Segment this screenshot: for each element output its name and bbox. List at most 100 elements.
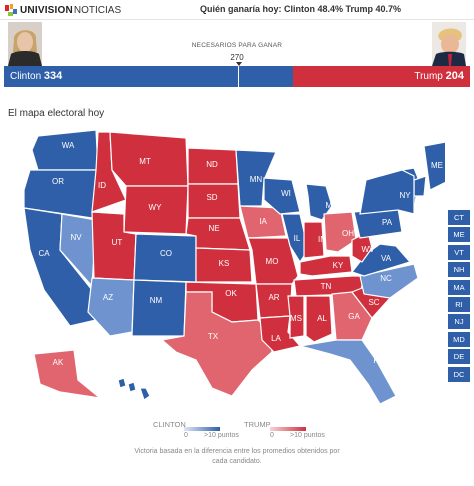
state-label-fl: FL [373, 356, 383, 365]
state-label-pa: PA [382, 218, 393, 227]
state-ks[interactable] [195, 247, 253, 283]
state-ak[interactable] [33, 349, 103, 399]
hawaii-island-shape [127, 381, 137, 393]
univision-logo[interactable]: UNIVISION NOTICIAS [4, 2, 121, 18]
state-label-me: ME [431, 161, 443, 170]
state-label-or: OR [52, 177, 64, 186]
state-label-tx: TX [208, 332, 219, 341]
state-label-oh: OH [342, 229, 354, 238]
state-label-il: IL [294, 234, 301, 243]
state-label-ks: KS [219, 259, 230, 268]
state-label-mo: MO [266, 257, 279, 266]
state-oh[interactable] [323, 211, 357, 253]
state-mn[interactable] [235, 149, 277, 207]
threshold-label: NECESARIOS PARA GANAR [191, 42, 283, 49]
clinton-bar: Clinton 334 [4, 66, 294, 87]
state-wa[interactable] [31, 129, 99, 171]
small-state-de[interactable]: DE [448, 349, 470, 365]
state-label-ok: OK [225, 289, 237, 298]
state-ky[interactable] [299, 255, 353, 277]
state-nc[interactable] [359, 263, 419, 299]
state-fl[interactable] [299, 339, 397, 405]
legend-clinton-label: CLINTON [153, 420, 186, 429]
state-label-nd: ND [206, 160, 218, 169]
hawaii-island-shape [117, 377, 127, 389]
state-mi[interactable] [305, 183, 333, 221]
small-state-nj[interactable]: NJ [448, 314, 470, 330]
state-label-tn: TN [321, 282, 332, 291]
legend-trump-max: >10 puntos [290, 432, 325, 439]
small-state-vt[interactable]: VT [448, 244, 470, 260]
legend-clinton-min: 0 [184, 432, 188, 439]
state-ia[interactable] [239, 205, 287, 239]
state-label-al: AL [317, 314, 327, 323]
small-state-ct[interactable]: CT [448, 210, 470, 225]
threshold-line [238, 66, 239, 87]
section-title: El mapa electoral hoy [8, 108, 105, 119]
top-bar: UNIVISION NOTICIAS Quién ganaría hoy: Cl… [0, 0, 474, 20]
state-ny[interactable] [359, 169, 415, 215]
state-al[interactable] [305, 295, 333, 343]
state-in[interactable] [303, 221, 325, 259]
state-label-id: ID [98, 181, 106, 190]
state-hi[interactable] [139, 387, 151, 401]
state-label-wa: WA [62, 141, 75, 150]
state-label-ky: KY [333, 261, 344, 270]
legend-clinton-max: >10 puntos [204, 432, 239, 439]
state-label-ne: NE [208, 224, 219, 233]
state-label-az: AZ [103, 293, 113, 302]
clinton-photo [8, 22, 42, 66]
state-label-nm: NM [150, 296, 163, 305]
state-label-ga: GA [348, 312, 360, 321]
state-label-ia: IA [259, 217, 267, 226]
state-ms[interactable] [287, 295, 305, 339]
trump-name: Trump [414, 71, 443, 82]
state-label-nc: NC [380, 274, 392, 283]
state-me[interactable] [423, 141, 445, 191]
electoral-map: WA OR CA NV ID MT WY UT AZ CO NM ND SD NE KS OK TX MN IA MO… [23, 129, 445, 405]
state-co[interactable] [133, 233, 197, 283]
state-label-sc: SC [368, 298, 379, 307]
small-state-dc[interactable]: DC [448, 366, 470, 382]
small-state-ma[interactable]: MA [448, 279, 470, 295]
legend-trump-min: 0 [270, 432, 274, 439]
state-label-ar: AR [268, 293, 279, 302]
state-label-mi: MI [326, 201, 335, 210]
legend-clinton-gradient [184, 427, 220, 431]
state-label-sd: SD [206, 193, 217, 202]
small-state-md[interactable]: MD [448, 331, 470, 347]
state-label-in: IN [318, 235, 326, 244]
small-state-nh[interactable]: NH [448, 262, 470, 278]
small-state-ri[interactable]: RI [448, 296, 470, 312]
brand-name: UNIVISION [20, 4, 73, 16]
small-state-me[interactable]: ME [448, 227, 470, 243]
trump-bar: Trump 204 [293, 66, 470, 87]
state-az[interactable] [87, 277, 135, 337]
state-ne[interactable] [185, 217, 251, 251]
state-label-ny: NY [399, 191, 411, 200]
headline: Quién ganaría hoy: Clinton 48.4% Trump 4… [200, 4, 402, 14]
brand-section: NOTICIAS [73, 4, 122, 16]
state-label-wy: WY [149, 203, 163, 212]
state-nm[interactable] [131, 279, 187, 337]
legend-trump-label: TRUMP [244, 420, 271, 429]
footnote: Victoria basada en la diferencia entre l… [134, 448, 340, 465]
trump-photo [432, 22, 466, 66]
state-label-ms: MS [290, 314, 302, 323]
clinton-votes: 334 [43, 70, 63, 82]
state-label-ut: UT [112, 238, 123, 247]
state-label-mt: MT [139, 157, 151, 166]
clinton-bar-label: Clinton 334 [10, 70, 62, 82]
state-label-wi: WI [281, 189, 291, 198]
state-ga[interactable] [331, 291, 373, 341]
state-wi[interactable] [263, 177, 301, 215]
state-label-wv: WV [362, 245, 376, 254]
state-label-la: LA [271, 334, 281, 343]
new-england-shape [413, 175, 427, 197]
threshold-value: 270 [230, 53, 244, 62]
trump-bar-label: Trump 204 [414, 70, 464, 82]
state-label-co: CO [160, 249, 172, 258]
legend: CLINTON 0 >10 puntos TRUMP 0 >10 puntos [150, 420, 330, 442]
state-tx[interactable] [160, 291, 273, 397]
state-label-ak: AK [53, 358, 64, 367]
